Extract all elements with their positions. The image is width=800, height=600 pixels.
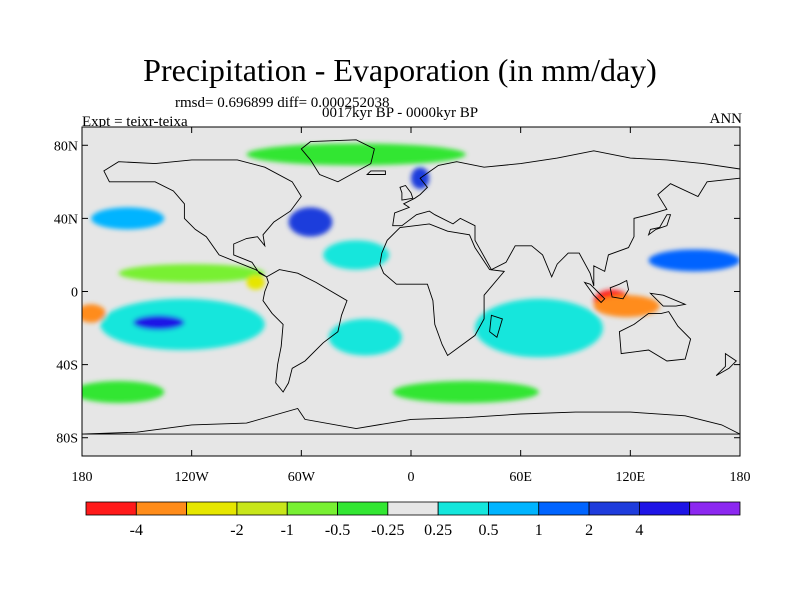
coastline-uk (399, 184, 414, 201)
lat-tick-label: 0 (71, 286, 78, 301)
colorbar-box (286, 501, 338, 516)
coastline-australia (618, 311, 692, 362)
colorbar-box (437, 501, 489, 516)
map-background (82, 127, 740, 456)
field-arctic-green (246, 143, 466, 166)
colorbar: -4 -2 -1 -0.5 -0.25 0.25 0.5 1 2 4 (85, 501, 741, 539)
colorbar-label: -1 (281, 522, 294, 539)
coastline-layer (82, 139, 740, 435)
colorbar-box (236, 501, 288, 516)
experiment-label: Expt = teixr-teixa (82, 114, 188, 130)
colorbar-box (85, 501, 137, 516)
colorbar-label: -2 (230, 522, 243, 539)
colorbar-box (488, 501, 540, 516)
colorbar-box (337, 501, 389, 516)
axis-ticks: 80N 40N 0 40S 80S 180 120W 60W 0 60E 120E 180 (54, 127, 751, 485)
field-south-america-yellow (246, 275, 265, 290)
map-title: Precipitation - Evaporation (in mm/day) (143, 52, 657, 88)
colorbar-box (135, 501, 188, 516)
field-south-pacific-green (82, 381, 165, 403)
lat-tick-label: 40S (56, 359, 78, 374)
colorbar-box (538, 501, 590, 516)
lon-tick-label: 120W (175, 470, 210, 485)
coastline-sumatra (583, 281, 606, 304)
lon-tick-label: 60E (509, 470, 532, 485)
coastline-greenland (300, 139, 375, 183)
map-panel (81, 126, 741, 457)
coastline-africa (379, 223, 506, 357)
field-layer (82, 143, 740, 403)
lon-tick-label: 180 (72, 470, 93, 485)
coastline-eurasia (392, 150, 740, 287)
colorbar-label: 4 (635, 522, 643, 539)
coastline-madagascar (489, 314, 503, 338)
colorbar-label: -4 (130, 522, 143, 539)
coastline-antarctica (82, 407, 740, 435)
lon-tick-label: 120E (616, 470, 646, 485)
colorbar-label: 1 (535, 522, 543, 539)
lon-tick-label: 180 (730, 470, 751, 485)
colorbar-label: -0.5 (325, 522, 350, 539)
coastline-north-america (103, 159, 302, 278)
colorbar-label: 0.5 (478, 522, 498, 539)
colorbar-box (387, 501, 439, 516)
lat-tick-label: 80S (56, 432, 78, 447)
field-pacific-south-subtropical-purple (133, 315, 185, 330)
lat-tick-label: 40N (54, 212, 78, 227)
colorbar-label: 0.25 (424, 522, 452, 539)
lon-tick-label: 0 (408, 470, 415, 485)
colorbar-box (186, 501, 238, 516)
field-north-atlantic-blue (288, 207, 333, 237)
coastline-new-guinea (649, 292, 687, 307)
field-indian-ocean-cyan (474, 298, 603, 358)
field-south-atlantic-cyan (328, 318, 402, 356)
field-east-pacific-orange (82, 304, 106, 323)
coastline-iceland (365, 170, 386, 175)
coastline-south-america (262, 269, 348, 393)
period-text: 0017kyr BP - 0000kyr BP (321, 105, 479, 121)
stats-text: rmsd= 0.696899 diff= 0.000252038 (175, 95, 390, 111)
field-indonesia-orange (593, 295, 660, 318)
colorbar-box (689, 501, 741, 516)
season-label: ANN (709, 111, 743, 127)
coastline-new-zealand (715, 352, 738, 376)
field-tropical-atlantic-cyan (323, 240, 390, 270)
field-north-pacific-blue (648, 249, 740, 272)
field-southern-ocean-green (392, 381, 539, 403)
field-central-pacific-green (118, 264, 265, 283)
colorbar-label: 2 (585, 522, 593, 539)
colorbar-label: -0.25 (371, 522, 404, 539)
colorbar-box (588, 501, 640, 516)
lon-tick-label: 60W (288, 470, 316, 485)
coastline-japan (647, 214, 672, 237)
coastline-borneo (609, 279, 629, 300)
lat-tick-label: 80N (54, 139, 78, 154)
field-north-pacific-cyan (91, 207, 165, 230)
colorbar-box (638, 501, 691, 516)
